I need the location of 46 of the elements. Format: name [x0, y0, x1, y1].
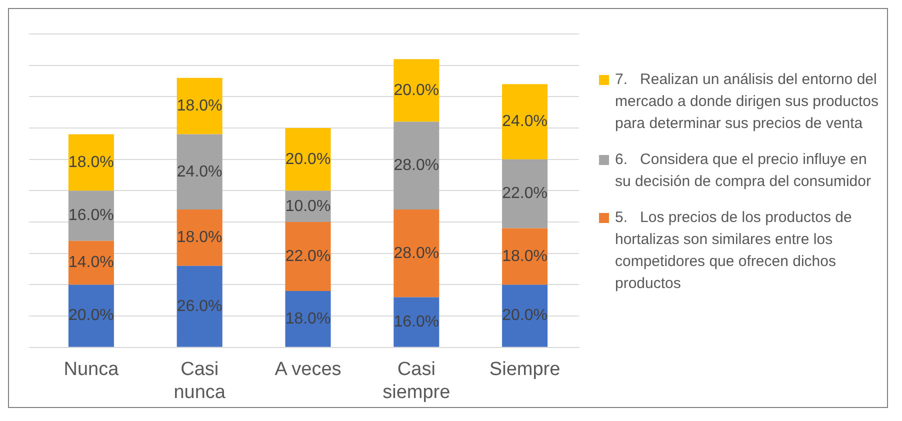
data-label: 24.0% [176, 163, 222, 180]
x-tick-label: A veces [274, 359, 342, 380]
bar [285, 128, 331, 191]
data-label: 18.0% [502, 248, 548, 265]
data-label: 22.0% [502, 185, 548, 202]
bar [176, 266, 222, 347]
bar [176, 210, 222, 266]
bar [502, 84, 548, 160]
bar [394, 297, 440, 347]
x-tick-label: Casi siempre [382, 359, 450, 403]
x-tick-label: Casi nunca [174, 359, 226, 403]
data-label: 28.0% [394, 157, 440, 174]
bar [176, 134, 222, 210]
legend-label: 7. Realizan un análisis del entorno del mercado a donde dirigen sus productos para determinar sus precios de venta [615, 70, 879, 134]
data-label: 18.0% [176, 229, 222, 246]
bar [68, 284, 114, 347]
data-label: 14.0% [68, 254, 114, 272]
data-label: 24.0% [502, 113, 548, 130]
data-label: 22.0% [285, 248, 331, 265]
legend-label: 6. Considera que el precio influye en su decisión de compra del consumidor [615, 150, 872, 192]
bar [285, 290, 331, 347]
bar [285, 222, 331, 291]
bar [68, 190, 114, 241]
data-label: 18.0% [285, 310, 331, 328]
x-tick-label: Siempre [489, 359, 560, 380]
x-tick-label: Nunca [64, 359, 120, 380]
bar [502, 159, 548, 228]
bar [394, 122, 440, 210]
data-label: 18.0% [176, 97, 222, 114]
bar [176, 78, 222, 134]
bar [394, 59, 440, 122]
data-label: 20.0% [502, 307, 548, 324]
data-label: 20.0% [394, 82, 440, 99]
data-label: 18.0% [68, 154, 114, 171]
data-label: 26.0% [176, 298, 222, 315]
bar [394, 210, 440, 298]
bar [502, 284, 548, 347]
data-label: 20.0% [68, 307, 114, 324]
data-label: 20.0% [285, 150, 331, 168]
bar [68, 134, 114, 191]
data-label: 28.0% [394, 244, 440, 262]
legend-label: 5. Los precios de los productos de hortalizas son similares entre los competidores que ofrecen dichos productos [615, 208, 853, 294]
bar [502, 228, 548, 285]
data-label: 16.0% [394, 313, 440, 330]
data-label: 10.0% [285, 198, 331, 215]
data-label: 16.0% [68, 207, 114, 224]
